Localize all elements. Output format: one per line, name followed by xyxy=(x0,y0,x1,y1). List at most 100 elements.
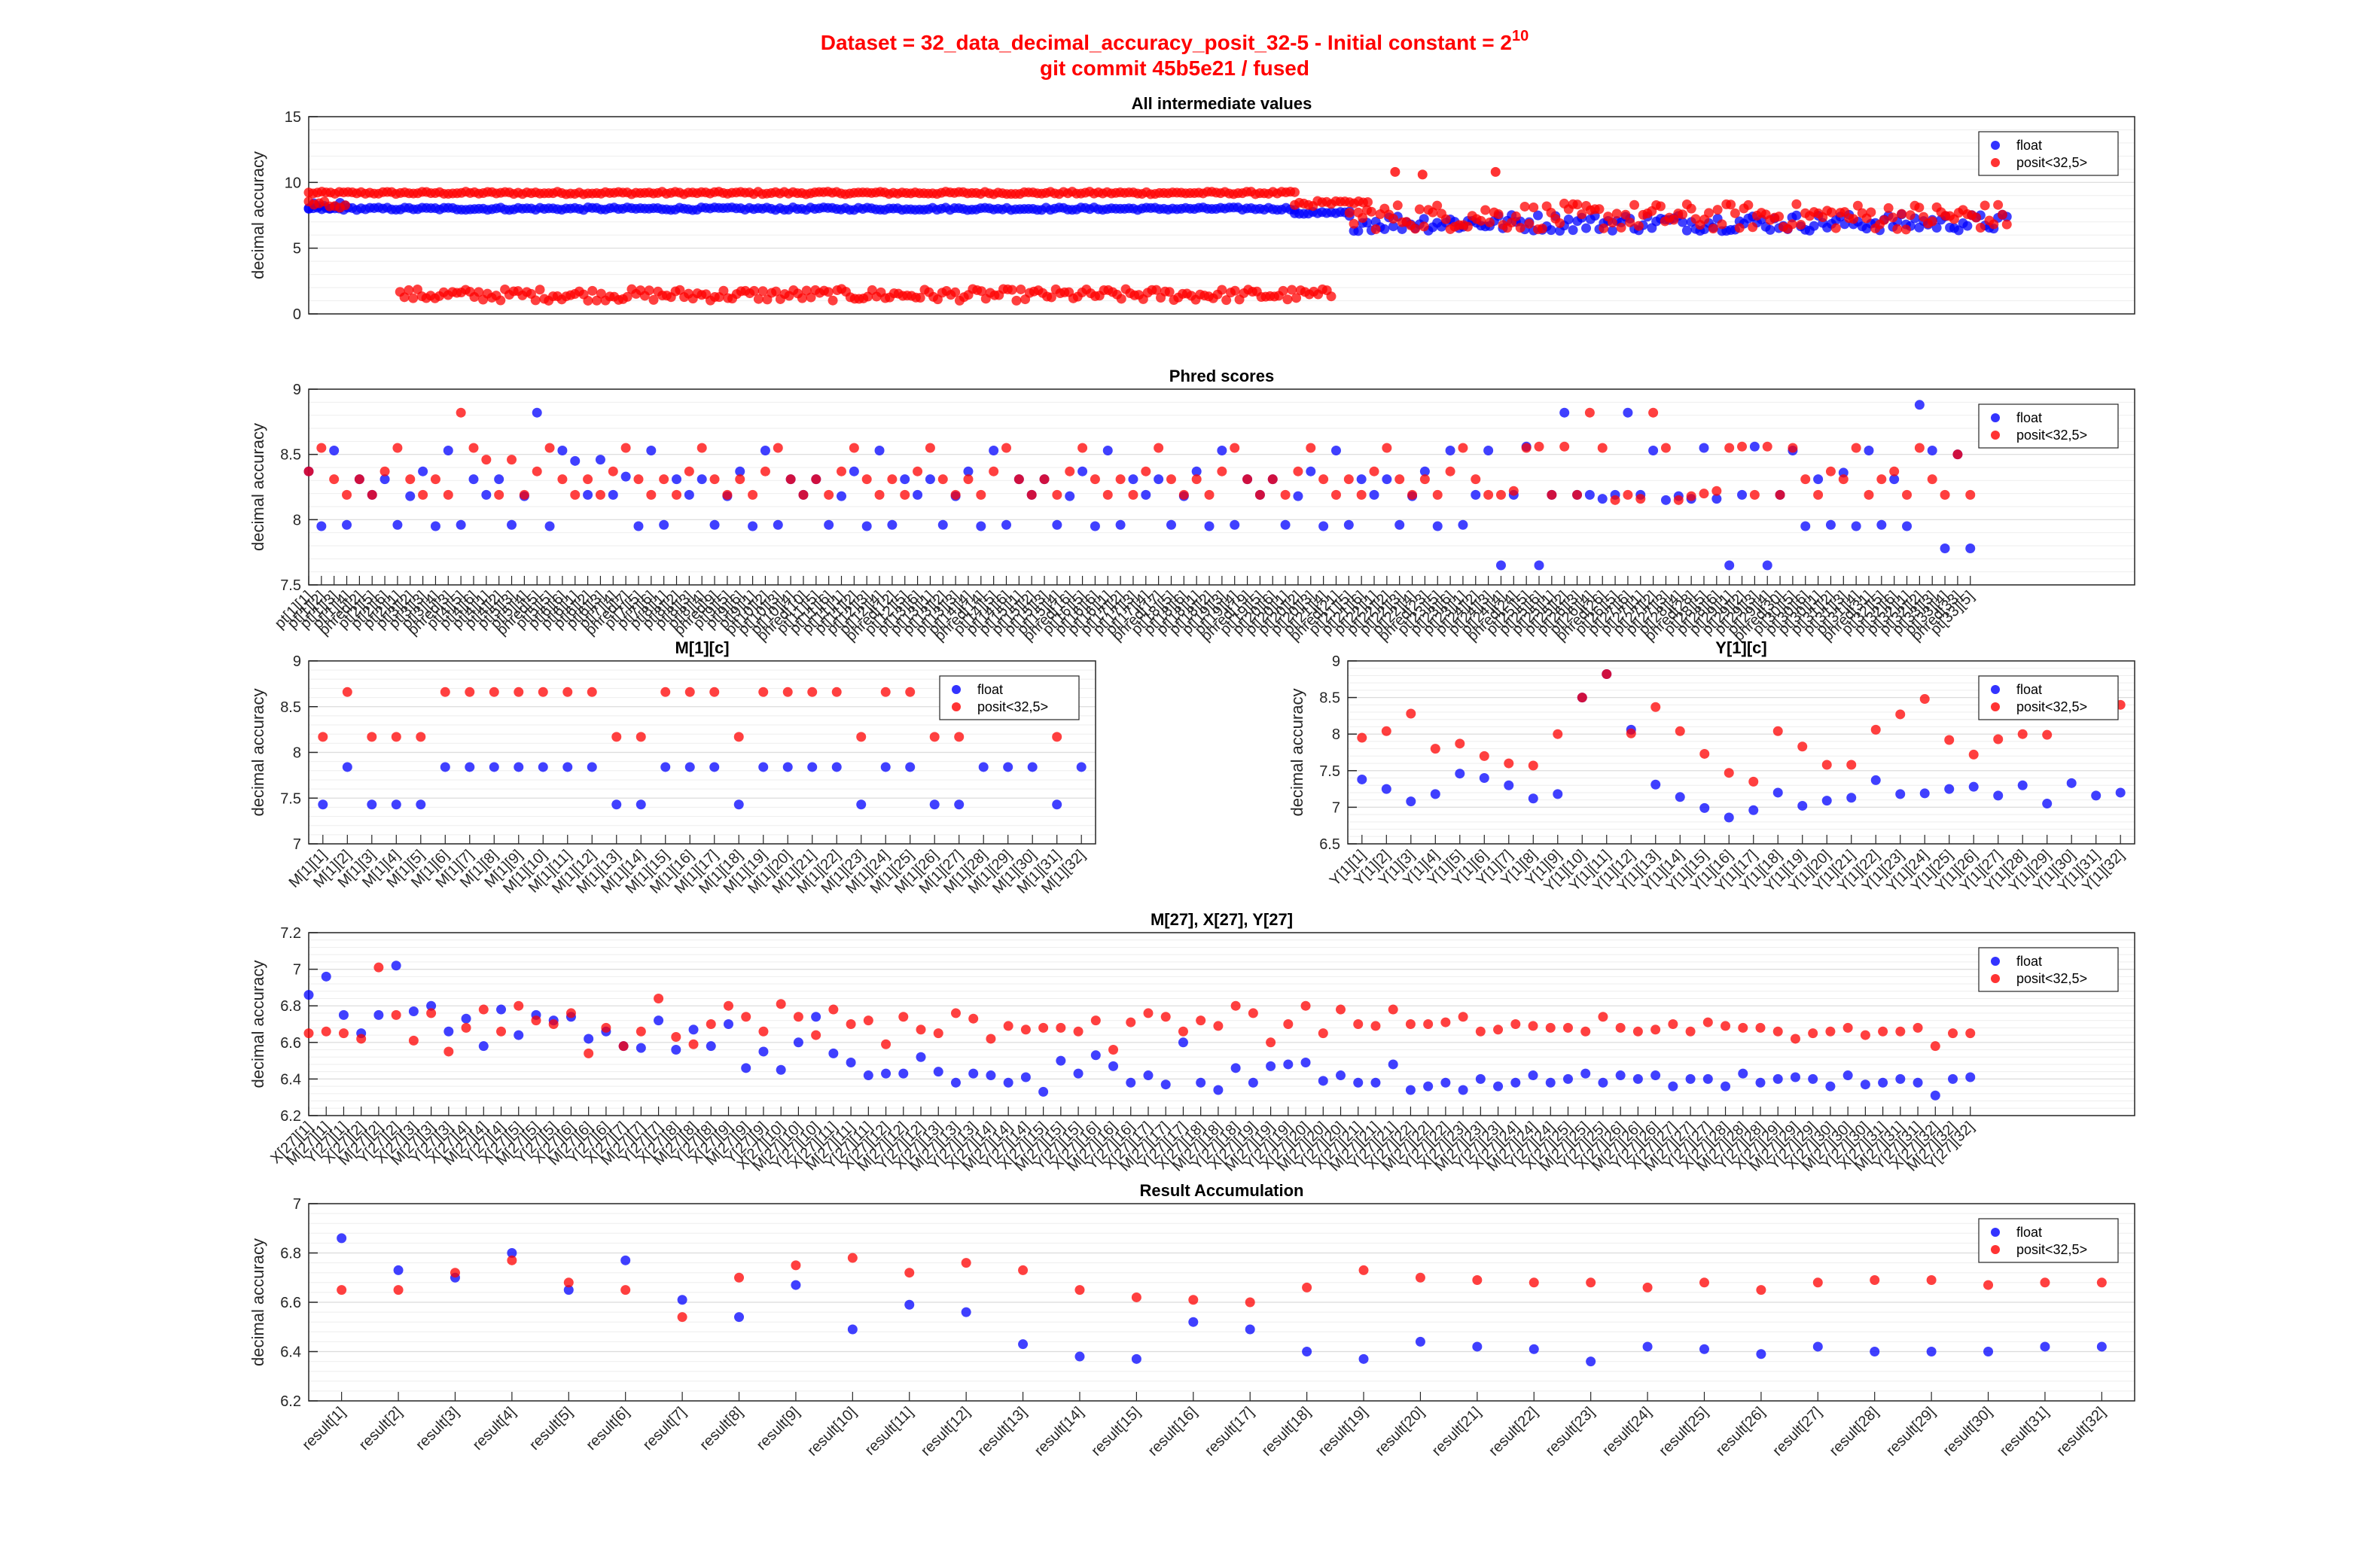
data-point-float xyxy=(709,762,720,772)
data-point-posit xyxy=(1504,758,1514,769)
data-point-posit xyxy=(1866,207,1876,218)
data-point-posit xyxy=(905,687,916,697)
data-point-float xyxy=(1052,519,1062,530)
data-point-float xyxy=(1353,1077,1364,1088)
data-point-float xyxy=(1668,1081,1678,1092)
data-point-posit xyxy=(1382,443,1392,453)
data-point-float xyxy=(1217,445,1227,455)
data-point-float xyxy=(1076,762,1087,772)
data-point-float xyxy=(758,762,769,772)
data-point-posit xyxy=(1394,474,1405,485)
data-point-float xyxy=(635,799,646,810)
data-point-float xyxy=(684,489,694,500)
legend-marker xyxy=(952,702,961,711)
data-point-posit xyxy=(675,285,685,295)
data-point-float xyxy=(563,1285,574,1296)
data-point-float xyxy=(1052,799,1062,810)
data-point-posit xyxy=(2096,1277,2107,1288)
data-point-float xyxy=(557,445,568,455)
data-point-float xyxy=(1283,1059,1294,1070)
data-point-posit xyxy=(989,466,999,476)
legend-box xyxy=(939,675,1080,720)
data-point-posit xyxy=(900,489,910,500)
data-point-posit xyxy=(340,200,350,211)
data-point-posit xyxy=(440,687,450,697)
data-point-posit xyxy=(976,286,986,297)
data-point-posit xyxy=(1116,294,1126,304)
data-point-float xyxy=(430,521,440,531)
data-point-posit xyxy=(1594,204,1605,215)
data-point-float xyxy=(1493,1081,1504,1092)
data-point-posit xyxy=(338,1028,349,1039)
data-point-float xyxy=(321,971,331,982)
y-tick-label: 8 xyxy=(293,745,301,762)
y-tick-label: 10 xyxy=(285,175,301,191)
x-tick-label: result[17] xyxy=(1202,1404,1257,1460)
data-point-posit xyxy=(1788,443,1798,453)
data-point-float xyxy=(1962,221,1973,231)
data-point-posit xyxy=(1102,489,1113,500)
data-point-posit xyxy=(584,1048,594,1058)
data-point-float xyxy=(489,762,499,772)
data-point-posit xyxy=(1553,729,1563,739)
data-point-float xyxy=(1615,1070,1626,1081)
data-point-posit xyxy=(898,1012,909,1022)
data-point-posit xyxy=(1632,1026,1643,1037)
data-point-float xyxy=(1381,784,1391,794)
data-point-float xyxy=(1889,474,1900,485)
data-point-float xyxy=(1825,1081,1836,1092)
data-point-posit xyxy=(648,294,659,305)
data-point-float xyxy=(1090,1050,1101,1061)
data-point-posit xyxy=(456,407,466,418)
data-point-float xyxy=(863,1070,873,1081)
legend: float posit<32,5> xyxy=(1978,403,2119,449)
data-point-posit xyxy=(798,489,809,500)
data-point-posit xyxy=(849,443,859,453)
data-point-posit xyxy=(316,443,327,453)
data-point-float xyxy=(416,799,426,810)
data-point-posit xyxy=(644,285,654,296)
data-point-posit xyxy=(519,489,529,500)
data-point-float xyxy=(1702,1073,1713,1084)
figure-subtitle: git commit 45b5e21 / fused xyxy=(1040,56,1309,80)
data-point-float xyxy=(1919,788,1930,799)
data-point-posit xyxy=(1580,1026,1591,1037)
data-point-posit xyxy=(1508,486,1519,496)
data-point-posit xyxy=(1038,1022,1049,1033)
data-point-posit xyxy=(1458,1012,1468,1022)
data-point-float xyxy=(1812,1341,1823,1352)
data-point-posit xyxy=(337,1285,347,1296)
data-point-posit xyxy=(1965,1028,1976,1039)
data-point-posit xyxy=(1001,443,1011,453)
data-point-posit xyxy=(495,295,506,306)
y-axis-label: decimal accuracy xyxy=(248,961,267,1088)
data-point-posit xyxy=(1602,668,1612,679)
data-point-float xyxy=(1926,1347,1937,1356)
y-tick-label: 6.6 xyxy=(280,1035,301,1052)
data-point-posit xyxy=(1772,1026,1783,1037)
data-point-posit xyxy=(1914,202,1925,213)
data-point-posit xyxy=(379,466,390,476)
data-point-float xyxy=(706,1041,716,1052)
data-point-posit xyxy=(1864,489,1874,500)
y-axis-label: decimal accuracy xyxy=(248,423,267,551)
data-point-float xyxy=(1475,1073,1486,1084)
y-tick-label: 9 xyxy=(293,653,301,670)
data-point-float xyxy=(1458,1085,1468,1095)
data-point-float xyxy=(393,1265,404,1275)
data-point-posit xyxy=(1280,489,1291,500)
data-point-posit xyxy=(824,489,834,500)
data-point-posit xyxy=(1675,726,1685,736)
data-point-float xyxy=(950,1077,961,1088)
data-point-posit xyxy=(1430,744,1440,754)
data-point-posit xyxy=(1717,219,1727,230)
legend-box xyxy=(1978,675,2119,720)
data-point-posit xyxy=(611,732,622,742)
data-point-posit xyxy=(837,466,847,476)
data-point-float xyxy=(379,474,390,485)
data-point-float xyxy=(1895,1073,1906,1084)
data-point-float xyxy=(1230,519,1240,530)
y-axis-label: decimal accuracy xyxy=(248,151,267,279)
data-point-posit xyxy=(1510,211,1521,221)
